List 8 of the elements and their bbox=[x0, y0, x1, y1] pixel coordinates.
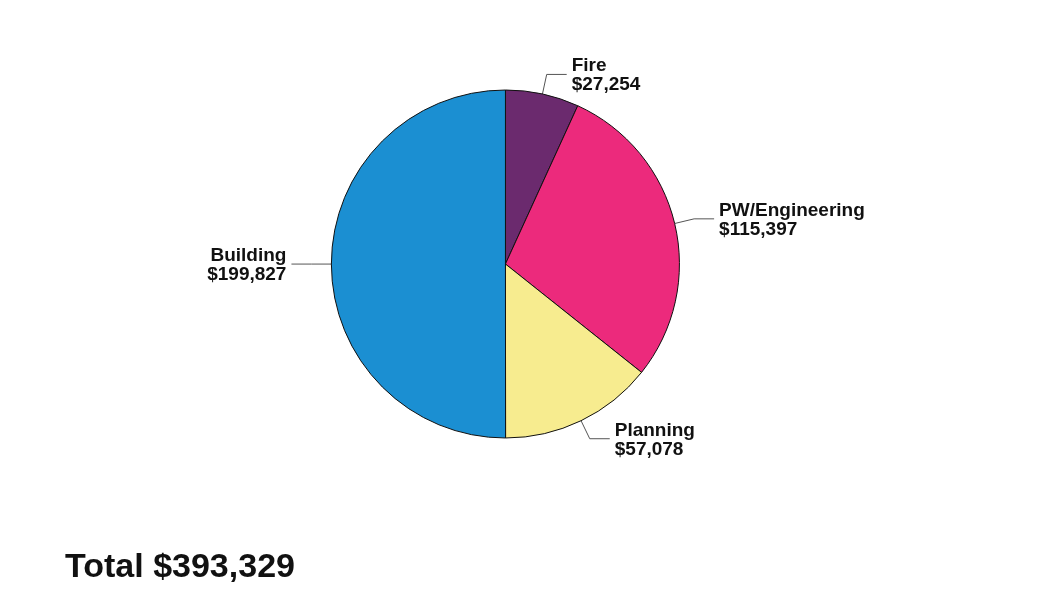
slice-label: PW/Engineering bbox=[719, 198, 865, 220]
text: Total $393,329 bbox=[65, 546, 295, 584]
data-label: $57,078 bbox=[614, 437, 684, 459]
slice-label: Fire bbox=[571, 54, 607, 76]
slice-label: Building bbox=[210, 244, 287, 266]
slice-label: Planning bbox=[614, 418, 695, 440]
data-label: $199,827 bbox=[207, 263, 287, 285]
data-label: $27,254 bbox=[571, 73, 641, 95]
